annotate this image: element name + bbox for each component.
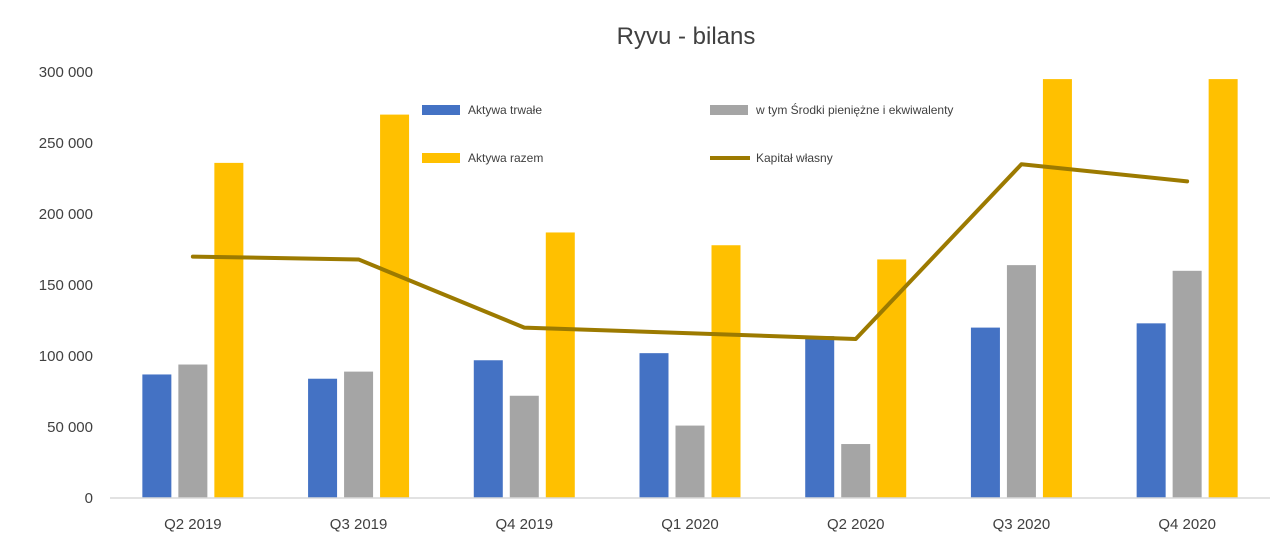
bar [1172,270,1202,498]
x-tick-label: Q3 2020 [993,516,1051,533]
legend-item: Kapitał własny [710,151,833,165]
bar [308,378,338,498]
y-tick-label: 300 000 [39,64,93,81]
y-tick-label: 250 000 [39,135,93,152]
y-axis: 0 50 000 100 000 150 000 200 000 250 000 300 0… [39,64,93,507]
y-tick-label: 200 000 [39,206,93,223]
bar [214,162,244,498]
x-tick-label: Q4 2020 [1158,516,1216,533]
chart-title: Ryvu - bilans [617,23,756,50]
bar [1208,79,1238,498]
bar [344,371,374,498]
bar [473,360,503,498]
bar [380,114,410,498]
legend-swatch [422,153,460,163]
bars [142,79,1238,498]
bar [1042,79,1072,498]
x-axis: Q2 2019 Q3 2019 Q4 2019 Q1 2020 Q2 2020 Q3 20… [164,516,1216,533]
legend-swatch [710,105,748,115]
bar [178,364,208,498]
y-tick-label: 0 [85,490,93,507]
legend-item: Aktywa trwałe [422,103,542,117]
bar [877,259,907,498]
x-tick-label: Q4 2019 [496,516,554,533]
bar [639,353,669,498]
y-tick-label: 50 000 [47,419,93,436]
x-tick-label: Q1 2020 [661,516,719,533]
bar [841,444,871,498]
bar [970,327,1000,498]
bar [142,374,172,498]
bar [545,232,575,498]
x-tick-label: Q2 2020 [827,516,885,533]
legend-label: Kapitał własny [756,151,833,165]
x-tick-label: Q3 2019 [330,516,388,533]
bar [1136,323,1166,498]
bar [509,395,539,498]
bar [805,336,835,498]
legend-label: Aktywa razem [468,151,543,165]
y-tick-label: 100 000 [39,348,93,365]
y-tick-label: 150 000 [39,277,93,294]
legend-item: Aktywa razem [422,151,543,165]
x-tick-label: Q2 2019 [164,516,222,533]
bar [1006,265,1036,498]
legend: Aktywa trwałe w tym Środki pieniężne i ek… [422,102,953,165]
bar [675,425,705,498]
legend-swatch [422,105,460,115]
bar [711,245,741,498]
line-layer [190,162,1190,341]
legend-item: w tym Środki pieniężne i ekwiwalenty [710,102,953,117]
legend-label: w tym Środki pieniężne i ekwiwalenty [755,102,953,117]
legend-label: Aktywa trwałe [468,103,542,117]
line-series [190,162,1190,341]
